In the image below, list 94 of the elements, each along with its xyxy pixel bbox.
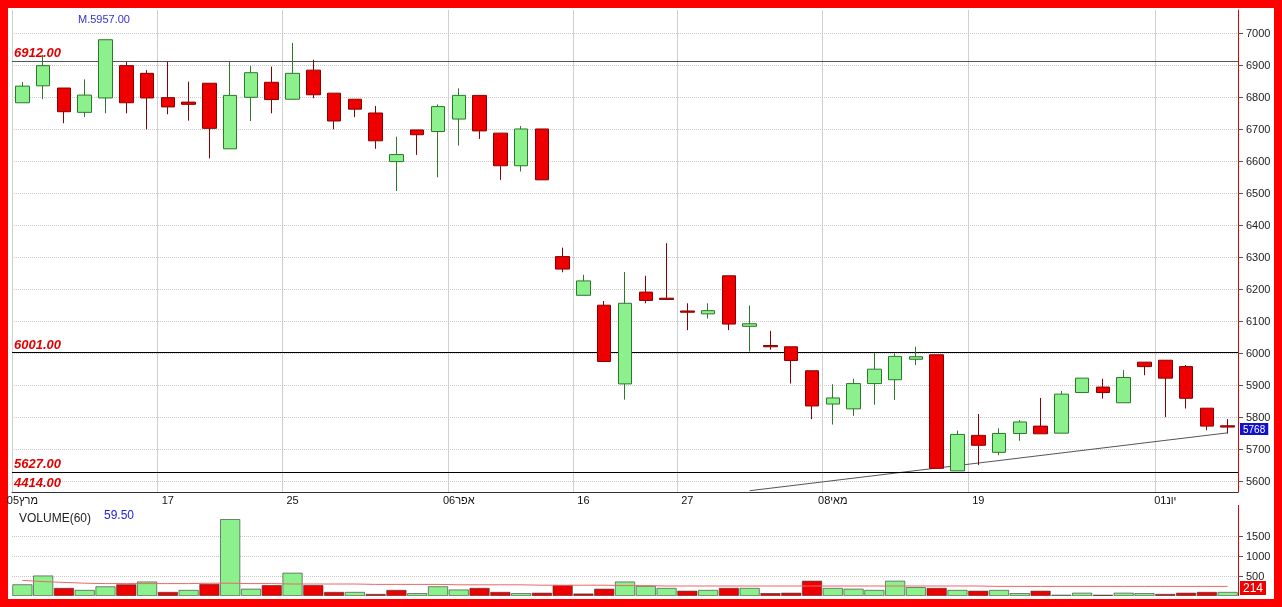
candlestick <box>15 81 30 104</box>
candlestick <box>1033 397 1048 435</box>
ref-line-label: 6001.00 <box>14 336 62 352</box>
candlestick <box>244 65 258 122</box>
x-tick-label: 06אפר <box>442 493 475 506</box>
candlestick <box>181 81 196 122</box>
candlestick <box>1054 390 1069 434</box>
candlestick <box>140 69 154 130</box>
candlestick <box>535 128 549 181</box>
candlestick <box>431 103 445 178</box>
y-tick-label: 6100 <box>1246 314 1271 327</box>
candlestick <box>929 354 944 469</box>
x-tick-label: 25 <box>286 493 299 506</box>
y-tick-label: 1000 <box>1246 550 1271 562</box>
candlestick <box>161 61 175 115</box>
candlestick <box>555 247 570 273</box>
annotation: 59.50 <box>104 508 135 522</box>
y-tick-label: 6600 <box>1246 154 1271 167</box>
candlestick <box>348 98 362 118</box>
annotation: M.5957.00 <box>78 12 130 25</box>
candlestick <box>1075 377 1089 394</box>
candlestick <box>368 105 383 150</box>
candlestick <box>950 430 965 472</box>
candlestick <box>1137 361 1152 376</box>
candlestick <box>680 302 695 331</box>
candlestick <box>306 59 321 99</box>
candlestick <box>701 302 715 320</box>
x-tick-label: 08מאי <box>818 493 848 506</box>
ref-line-label: 6912.00 <box>14 45 62 61</box>
candlestick <box>264 66 279 114</box>
candlestick <box>576 274 591 296</box>
candlestick <box>618 271 632 401</box>
candlestick <box>77 78 92 118</box>
candlestick <box>763 330 778 351</box>
candlestick <box>659 242 674 300</box>
candlestick <box>888 353 902 401</box>
y-tick-label: 5700 <box>1246 442 1271 455</box>
x-tick-label: 01יונ <box>1154 493 1177 506</box>
candlestick <box>452 87 466 147</box>
y-tick-label: 6000 <box>1246 346 1271 359</box>
candlestick <box>57 87 71 124</box>
y-tick-label: 5900 <box>1246 378 1271 391</box>
y-tick-label: 6300 <box>1246 250 1271 263</box>
candlestick <box>223 61 237 150</box>
candlestick <box>285 42 300 100</box>
line-series <box>21 579 1229 587</box>
text: VOLUME(60) <box>19 511 92 525</box>
candlestick <box>867 352 882 406</box>
x-tick-label: 17 <box>161 493 174 506</box>
candlestick <box>410 129 424 156</box>
candlestick <box>826 383 840 426</box>
y-tick-label: 6500 <box>1246 186 1271 199</box>
candlestick <box>119 61 134 114</box>
candlestick <box>514 125 528 173</box>
candlestick <box>472 94 487 140</box>
candlestick <box>1096 378 1110 400</box>
candlestick <box>992 427 1006 456</box>
y-tick-label: 6200 <box>1246 282 1271 295</box>
candlestick <box>597 300 611 363</box>
candlestick <box>805 370 819 420</box>
candlestick <box>1013 419 1027 442</box>
text: 214 <box>1243 581 1264 595</box>
y-tick-label: 6700 <box>1246 122 1271 135</box>
y-tick-label: 5800 <box>1246 410 1271 423</box>
candlestick <box>846 378 861 417</box>
x-tick-label: 19 <box>972 493 985 506</box>
candlestick <box>909 346 923 366</box>
candlestick <box>1158 359 1173 418</box>
candlestick <box>1179 364 1193 410</box>
y-tick-label: 7000 <box>1246 27 1271 40</box>
y-tick-label: 5600 <box>1246 474 1271 487</box>
candlestick <box>327 92 341 130</box>
y-tick-label: 6400 <box>1246 218 1271 231</box>
y-tick-label: 1500 <box>1246 530 1271 542</box>
candlestick <box>389 136 404 192</box>
candlestick <box>971 413 986 466</box>
candlestick <box>1116 369 1131 404</box>
candlestick <box>784 346 798 385</box>
candlestick <box>493 132 508 181</box>
y-tick-label: 500 <box>1246 570 1265 582</box>
text: 5768 <box>1243 423 1266 435</box>
ref-line-label: 5627.00 <box>14 456 62 472</box>
candlestick <box>1220 418 1235 434</box>
y-tick-label: 6900 <box>1246 59 1271 72</box>
candlestick <box>639 275 653 304</box>
x-tick-label: 27 <box>681 493 694 506</box>
candlestick <box>742 305 757 353</box>
candlestick <box>202 82 217 159</box>
candlestick <box>1200 407 1214 431</box>
y-tick-label: 6800 <box>1246 91 1271 103</box>
candlestick <box>98 39 113 114</box>
candlestick <box>722 275 736 331</box>
x-tick-label: 16 <box>577 493 590 506</box>
annotation: 4414.00 <box>13 475 62 490</box>
